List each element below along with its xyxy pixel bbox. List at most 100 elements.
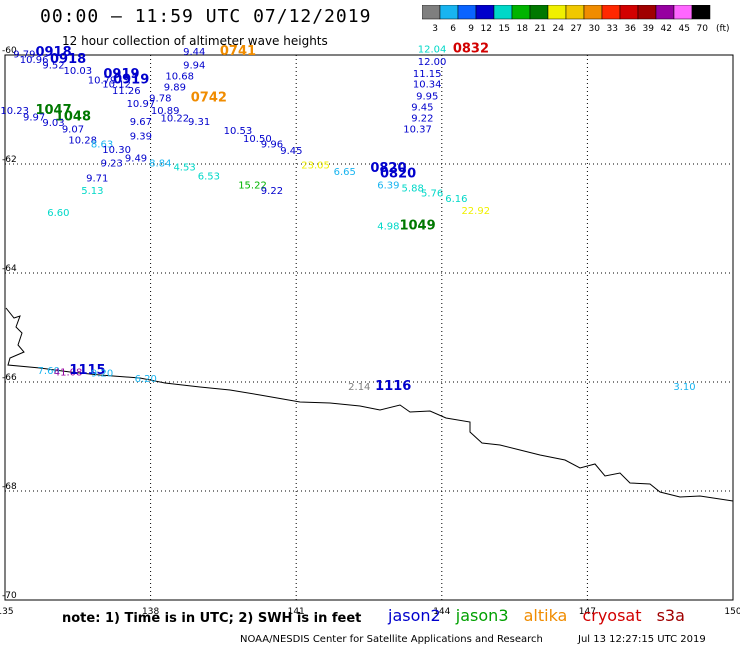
pass-time-label: 1116 — [375, 379, 411, 394]
wave-height-label: 9.52 — [42, 61, 64, 72]
legend-label: 12 — [481, 24, 492, 34]
lon-tick-label: 144 — [433, 607, 450, 617]
sat-jason3: jason3 — [455, 606, 509, 625]
legend-label: 36 — [625, 24, 637, 34]
wave-height-label: 10.50 — [243, 134, 272, 145]
wave-height-label: 4.98 — [377, 221, 399, 232]
wave-height-label: 9.23 — [101, 159, 123, 170]
wave-height-label: 9.49 — [125, 153, 147, 164]
wave-height-label: 6.53 — [198, 171, 220, 182]
wave-height-label: 10.12 — [102, 80, 131, 91]
pass-time-label: 0918 — [35, 45, 71, 60]
wave-height-label: 23.05 — [301, 160, 330, 171]
wave-height-label: 10.03 — [63, 66, 92, 77]
footer-credit: NOAA/NESDIS Center for Satellite Applica… — [240, 634, 543, 645]
wave-height-label: 9.07 — [62, 124, 84, 135]
pass-time-label: 0919 — [103, 67, 139, 82]
wave-height-label: 11.26 — [112, 86, 141, 97]
wave-height-label: 9.79 — [13, 50, 35, 61]
wave-height-label: 10.89 — [151, 106, 180, 117]
legend-label: 70 — [697, 24, 709, 34]
wave-height-label: 10.30 — [102, 145, 131, 156]
wave-height-label: 8.84 — [149, 159, 171, 170]
lat-tick-label: -64 — [2, 264, 17, 274]
wave-height-label: 9.20 — [91, 369, 113, 380]
lon-tick-label: 150 — [724, 607, 740, 617]
graticule — [5, 55, 733, 600]
sat-cryosat: cryosat — [582, 606, 642, 625]
map-frame — [4, 54, 734, 601]
wave-height-label: 10.97 — [127, 99, 156, 110]
footer-timestamp: Jul 13 12:27:15 UTC 2019 — [578, 634, 706, 645]
wave-height-label: 9.89 — [164, 82, 186, 93]
pass-time-label: 1115 — [69, 363, 105, 378]
wave-height-label: 9.71 — [86, 173, 108, 184]
legend-label: 15 — [499, 24, 510, 34]
wave-height-label: 12.00 — [418, 57, 447, 68]
legend-label: 18 — [517, 24, 529, 34]
legend-swatch — [691, 5, 711, 20]
wave-height-label: 9.39 — [130, 131, 152, 142]
lat-tick-label: -62 — [2, 155, 17, 165]
wave-height-label: 5.88 — [402, 183, 424, 194]
wave-height-label: 15.22 — [238, 181, 267, 192]
pass-time-label: 0820 — [380, 167, 416, 182]
axis-labels: 135 138 141 144 147 150 -60 -62 -64 -66 -68 -70 — [0, 46, 740, 617]
pass-time-label: 1048 — [55, 109, 91, 124]
wave-height-legend: 3 6 9 12 15 18 21 24 27 30 33 36 39 42 45 70 (ft) — [422, 5, 730, 34]
wave-height-label: 10.37 — [403, 124, 432, 135]
antarctic-coastline — [5, 307, 734, 502]
lon-tick-label: 141 — [288, 607, 305, 617]
legend-label: 3 — [432, 24, 438, 34]
lon-tick-label: 147 — [579, 607, 596, 617]
lat-tick-label: -68 — [2, 482, 17, 492]
wave-height-label: 9.44 — [183, 47, 205, 58]
map-subtitle: 12 hour collection of altimeter wave hei… — [62, 34, 328, 48]
lat-tick-label: -60 — [2, 46, 17, 56]
pass-time-label: 0742 — [191, 90, 227, 105]
wave-height-label: 41.08 — [54, 367, 83, 378]
pass-time-label: 1049 — [399, 218, 435, 233]
legend-label: 27 — [571, 24, 582, 34]
wave-height-label: 6.16 — [445, 194, 467, 205]
wave-height-label: 10.68 — [165, 72, 194, 83]
wave-height-label: 10.28 — [68, 135, 97, 146]
wave-height-label: 9.03 — [42, 118, 64, 129]
legend-label: 9 — [468, 24, 474, 34]
sat-jason2: jason2 — [388, 606, 441, 625]
wave-height-label: 9.97 — [23, 112, 45, 123]
sat-altika: altika — [523, 606, 568, 625]
wave-height-label: 6.39 — [377, 181, 399, 192]
wave-height-label: 9.22 — [411, 113, 433, 124]
wave-height-label: 7.60 — [38, 366, 60, 377]
pass-time-label: 0820 — [370, 161, 406, 176]
wave-height-label: 8.63 — [91, 140, 113, 151]
wave-height-label: 6.60 — [47, 208, 69, 219]
lon-tick-label: 135 — [0, 607, 14, 617]
wave-height-label: 22.92 — [461, 206, 490, 217]
wave-height-label: 10.23 — [0, 106, 29, 117]
legend-label: 21 — [535, 24, 546, 34]
wave-height-label: 10.34 — [413, 80, 442, 91]
wave-height-label: 3.10 — [673, 382, 695, 393]
lon-tick-label: 138 — [142, 607, 159, 617]
wave-height-label: 2.14 — [348, 382, 370, 393]
wave-height-label: 6.65 — [334, 167, 356, 178]
legend-label: 30 — [589, 24, 601, 34]
legend-label: 33 — [607, 24, 618, 34]
wave-height-label: 5.13 — [81, 186, 103, 197]
sat-s3a: s3a — [656, 606, 685, 625]
wave-height-label: 10.22 — [161, 113, 190, 124]
footer-note: note: 1) Time is in UTC; 2) SWH is in fe… — [62, 611, 362, 626]
wave-height-label: 6.20 — [135, 374, 157, 385]
wave-height-label: 9.22 — [261, 186, 283, 197]
wave-height-label: 10.79 — [88, 75, 117, 86]
lat-tick-label: -70 — [2, 591, 17, 601]
wave-height-label: 9.78 — [149, 93, 171, 104]
wave-height-label: 9.94 — [183, 61, 205, 72]
pass-time-label: 0918 — [50, 52, 86, 67]
wave-height-label: 9.45 — [280, 146, 302, 157]
pass-time-label: 0741 — [220, 44, 256, 59]
